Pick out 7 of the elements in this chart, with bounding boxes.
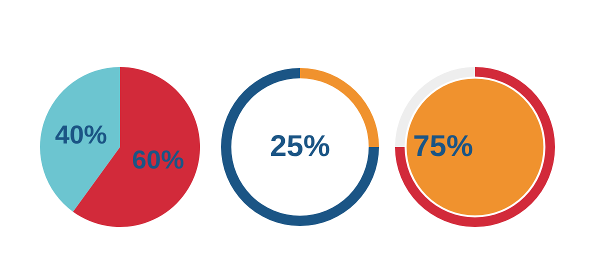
text: 25%: [270, 130, 330, 163]
text: 75%: [413, 130, 474, 163]
donut-slice: [395, 67, 555, 227]
data-label: 60%: [132, 144, 184, 174]
data-label: 40%: [54, 119, 108, 150]
donut-slice: [221, 68, 379, 226]
pie-slice: [40, 67, 120, 212]
